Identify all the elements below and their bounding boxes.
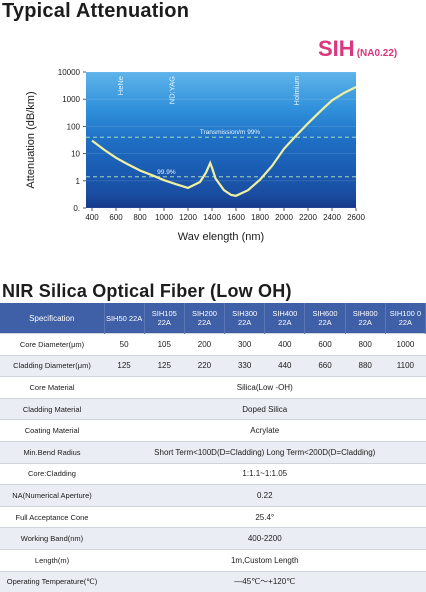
row-value: 200 xyxy=(184,333,225,356)
row-value: 660 xyxy=(304,354,346,377)
x-tick-label: 1400 xyxy=(203,213,221,222)
row-value: 330 xyxy=(224,354,265,377)
row-label: Working Band(nm) xyxy=(0,527,104,550)
row-value-span: —45℃～+120℃ xyxy=(104,570,426,592)
table-row: Working Band(nm) 400-2200 xyxy=(0,527,426,550)
table-row: Core Diameter(μm) 50 105 200 300 400 600 800 100… xyxy=(0,333,426,356)
x-tick-label: 2200 xyxy=(299,213,317,222)
row-value-span: 400-2200 xyxy=(104,527,426,550)
row-value-span: Silica(Low -OH) xyxy=(104,376,426,399)
row-value: 125 xyxy=(144,354,185,377)
y-tick-label: 100 xyxy=(67,122,81,131)
row-value-span: 1:1.1~1:1.05 xyxy=(104,462,426,485)
row-value: 440 xyxy=(264,354,305,377)
table-row: Full Acceptance Cone 25.4° xyxy=(0,505,426,528)
table-row: Core:Cladding 1:1.1~1:1.05 xyxy=(0,462,426,485)
header-specification: Specification xyxy=(0,303,105,334)
row-value: 50 xyxy=(104,333,145,356)
laser-marker-label: ND:YAG xyxy=(168,76,177,104)
row-value: 400 xyxy=(264,333,305,356)
x-tick-label: 1800 xyxy=(251,213,269,222)
x-tick-label: 1600 xyxy=(227,213,245,222)
header-model: SIH800 22A xyxy=(345,303,386,334)
row-label: Length(m) xyxy=(0,548,104,572)
row-label: Cladding Diameter(μm) xyxy=(0,354,104,377)
table-row: Cladding Diameter(μm) 125 125 220 330 440 660 8… xyxy=(0,354,426,377)
row-label: Core:Cladding xyxy=(0,462,104,485)
y-tick-label: 0. xyxy=(73,204,80,213)
x-tick-label: 600 xyxy=(109,213,123,222)
header-model: SIH105 22A xyxy=(144,303,185,334)
row-value: 300 xyxy=(224,333,265,356)
x-tick-label: 2000 xyxy=(275,213,293,222)
row-value: 1100 xyxy=(385,354,426,377)
row-value: 105 xyxy=(144,333,185,356)
header-model: SIH400 22A xyxy=(264,303,306,334)
row-label: Min.Bend Radius xyxy=(0,440,104,464)
x-tick-label: 1000 xyxy=(155,213,173,222)
row-value-span: Short Term<100D(D=Cladding) Long Term<20… xyxy=(104,440,426,464)
table-header-row: Specification SIH50 22A SIH105 22A SIH200 2… xyxy=(0,303,426,334)
x-tick-label: 400 xyxy=(85,213,99,222)
x-tick-label: 1200 xyxy=(179,213,197,222)
brand-logo-text: SIH (NA0.22) xyxy=(318,36,397,61)
row-label: Full Acceptance Cone xyxy=(0,505,104,528)
x-axis-label: Wav elength (nm) xyxy=(178,231,264,243)
row-value-span: 0.22 xyxy=(104,484,426,507)
header-model: SIH200 22A xyxy=(184,303,226,334)
row-label: Core Material xyxy=(0,376,104,399)
x-tick-label: 800 xyxy=(133,213,147,222)
chart-title: Typical Attenuation xyxy=(2,0,190,22)
y-tick-label: 10000 xyxy=(58,68,81,77)
laser-marker-label: Holmium xyxy=(292,76,301,106)
attenuation-curve xyxy=(91,86,357,197)
header-model: SIH100 0 22A xyxy=(385,303,426,334)
y-tick-label: 1 xyxy=(76,177,81,186)
y-tick-label: 10 xyxy=(71,150,80,159)
row-value: 220 xyxy=(184,354,225,377)
row-value-span: Doped Silica xyxy=(104,397,426,420)
table-row: Coating Material Acrylate xyxy=(0,419,426,442)
y-tick-label: 1000 xyxy=(62,95,80,104)
table-row: Min.Bend Radius Short Term<100D(D=Claddin… xyxy=(0,440,426,464)
row-value: 125 xyxy=(104,354,145,377)
row-label: NA(Numerical Aperture) xyxy=(0,484,104,507)
table-row: Cladding Material Doped Silica xyxy=(0,397,426,420)
table-row: Operating Temperature(℃) —45℃～+120℃ xyxy=(0,570,426,592)
row-value: 800 xyxy=(345,333,386,356)
attenuation-chart: Transmission/m 99% 99.9% HeNe ND:YAG Holmiu… xyxy=(25,36,397,243)
table-row: Length(m) 1m,Custom Length xyxy=(0,548,426,572)
header-model: SIH600 22A xyxy=(304,303,346,334)
reference-line-label: Transmission/m 99% xyxy=(200,129,261,136)
header-model: SIH300 22A xyxy=(224,303,266,334)
table-title: NIR Silica Optical Fiber (Low OH) xyxy=(2,281,292,301)
row-value-span: 1m,Custom Length xyxy=(104,548,426,572)
reference-line-label: 99.9% xyxy=(157,169,176,176)
row-label: Coating Material xyxy=(0,419,104,442)
table-row: Core Material Silica(Low -OH) xyxy=(0,376,426,399)
table-row: NA(Numerical Aperture) 0.22 xyxy=(0,484,426,507)
row-value-span: 25.4° xyxy=(104,505,426,528)
row-value: 880 xyxy=(345,354,386,377)
row-value-span: Acrylate xyxy=(104,419,426,442)
y-axis-label: Attenuation (dB/km) xyxy=(25,91,37,188)
spec-table: Specification SIH50 22A SIH105 22A SIH200 2… xyxy=(0,303,426,592)
row-value: 1000 xyxy=(385,333,426,356)
x-tick-label: 2400 xyxy=(323,213,341,222)
laser-marker-label: HeNe xyxy=(116,76,125,95)
row-label: Cladding Material xyxy=(0,397,104,420)
x-tick-label: 2600 xyxy=(347,213,365,222)
row-label: Core Diameter(μm) xyxy=(0,333,104,356)
row-label: Operating Temperature(℃) xyxy=(0,570,104,592)
header-model: SIH50 22A xyxy=(104,303,145,334)
row-value: 600 xyxy=(304,333,346,356)
